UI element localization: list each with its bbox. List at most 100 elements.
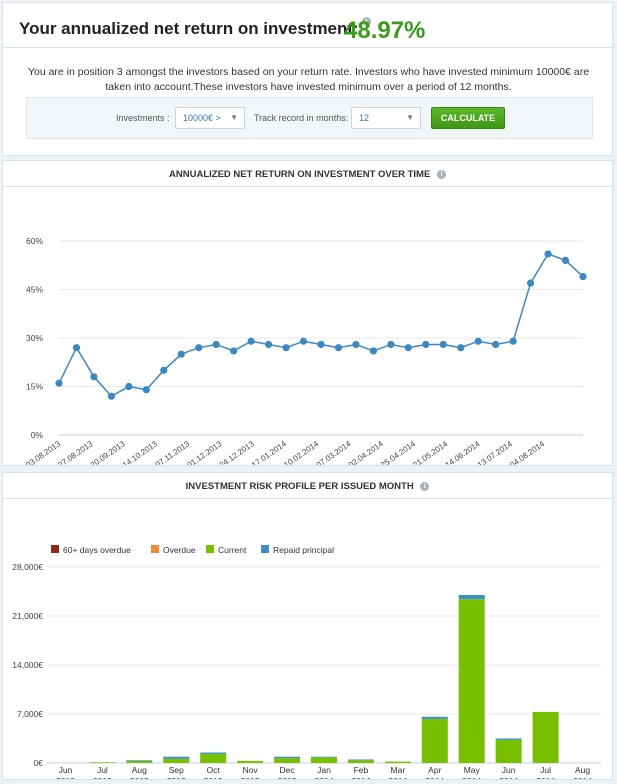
bar-segment <box>347 759 374 761</box>
roi-summary-panel: Your annualized net return on investment… <box>2 2 613 156</box>
x-tick-month: Nov <box>243 765 259 775</box>
y-tick-label: 15% <box>26 382 43 392</box>
x-tick-year: 2013 <box>241 776 260 779</box>
bar-segment <box>274 758 301 763</box>
x-tick-year: 2013 <box>56 776 75 779</box>
bar-chart: 60+ days overdue Overdue Current Repaid pri… <box>12 545 601 784</box>
x-tick-year: 2013 <box>278 776 297 779</box>
y-tick-label: 0€ <box>34 758 44 768</box>
bar-segment <box>274 756 301 759</box>
data-point <box>55 379 63 387</box>
bar-segment <box>311 757 337 763</box>
y-tick-label: 14,000€ <box>12 660 43 670</box>
investments-select-value: 10000€ > <box>183 113 221 123</box>
data-point <box>509 337 517 345</box>
y-tick-label: 28,000€ <box>12 562 43 572</box>
bar-segment <box>126 760 153 763</box>
x-tick-month: Aug <box>132 765 147 775</box>
data-point <box>527 279 535 287</box>
x-tick-year: 2014 <box>315 776 334 779</box>
data-point <box>195 344 203 352</box>
track-record-label: Track record in months: <box>254 113 349 123</box>
data-point <box>247 337 255 345</box>
roi-row: Your annualized net return on investment… <box>3 3 612 48</box>
bar-segment <box>458 599 485 763</box>
bar-segment <box>163 758 190 763</box>
y-tick-label: 30% <box>26 333 43 343</box>
position-description: You are in position 3 amongst the invest… <box>27 66 590 93</box>
bar-segment <box>347 760 374 763</box>
bar-segment <box>421 718 448 763</box>
data-point <box>90 373 98 381</box>
x-tick-year: 2014 <box>388 776 407 779</box>
x-tick-year: 2013 <box>167 776 186 779</box>
data-point <box>387 340 395 349</box>
x-tick-month: Sep <box>169 765 184 775</box>
y-tick-label: 21,000€ <box>12 611 43 621</box>
legend-swatch <box>261 545 269 553</box>
x-tick-month: Aug <box>575 765 590 775</box>
data-point <box>492 340 500 349</box>
return-over-time-panel: ANNUALIZED NET RETURN ON INVESTMENT OVER… <box>2 160 613 470</box>
investments-label: Investments : <box>116 113 170 123</box>
data-point <box>177 350 185 358</box>
bar-segment <box>163 756 190 759</box>
data-point <box>107 392 115 400</box>
x-tick-year: 2013 <box>130 776 149 779</box>
info-icon[interactable]: i <box>420 481 430 491</box>
x-tick-month: Dec <box>280 765 296 775</box>
track-record-select-value: 12 <box>359 113 370 123</box>
data-point <box>72 344 81 352</box>
x-tick-label: 04.08.2014 <box>508 439 546 465</box>
x-tick-month: Jul <box>540 765 551 775</box>
line-chart-title: ANNUALIZED NET RETURN ON INVESTMENT OVER… <box>169 169 431 180</box>
bar-segment <box>200 753 227 763</box>
bar-segment <box>311 756 337 758</box>
bar-segment <box>126 760 153 761</box>
x-tick-month: Apr <box>428 765 441 775</box>
y-tick-label: 60% <box>26 236 43 246</box>
data-point <box>265 340 273 349</box>
data-point <box>457 344 465 352</box>
data-point <box>282 344 290 352</box>
bar-segment <box>384 761 411 763</box>
risk-profile-panel: INVESTMENT RISK PROFILE PER ISSUED MONTH… <box>2 472 613 784</box>
x-tick-month: Jul <box>97 765 108 775</box>
x-tick-year: 2013 <box>204 776 223 779</box>
line-chart-title-bar: ANNUALIZED NET RETURN ON INVESTMENT OVER… <box>3 161 612 187</box>
data-point <box>334 344 343 352</box>
data-point <box>160 366 168 374</box>
data-point <box>299 337 308 345</box>
x-tick-year: 2014 <box>536 776 555 779</box>
bar-segment <box>495 739 522 763</box>
legend-label: Current <box>218 545 247 555</box>
bar-segment <box>458 595 485 600</box>
investments-select[interactable]: 10000€ > ▼ <box>175 107 245 129</box>
legend-swatch <box>51 545 59 553</box>
bar-segment <box>89 762 116 763</box>
data-point <box>404 344 412 352</box>
info-icon[interactable]: i <box>436 169 446 179</box>
y-tick-label: 0% <box>31 430 44 440</box>
info-icon[interactable]: i <box>361 17 371 26</box>
bar-segment <box>495 738 522 740</box>
legend-label: 60+ days overdue <box>63 545 131 555</box>
x-tick-month: Oct <box>207 765 221 775</box>
data-point <box>212 340 220 349</box>
bar-chart-title-bar: INVESTMENT RISK PROFILE PER ISSUED MONTH… <box>3 473 612 499</box>
x-tick-month: Feb <box>354 765 369 775</box>
chevron-down-icon: ▼ <box>406 113 414 122</box>
x-tick-year: 2014 <box>351 776 370 779</box>
calculate-button[interactable]: CALCULATE <box>431 107 505 129</box>
data-point <box>439 340 447 349</box>
x-tick-month: May <box>464 765 481 775</box>
bar-segment <box>532 711 559 763</box>
track-record-select[interactable]: 12 ▼ <box>351 107 421 129</box>
data-point <box>142 386 150 394</box>
data-point <box>579 272 587 281</box>
x-tick-year: 2013 <box>93 776 112 779</box>
data-point <box>125 382 133 391</box>
x-tick-year: 2014 <box>573 776 592 779</box>
x-tick-month: Jun <box>59 765 73 775</box>
x-tick-year: 2014 <box>462 776 481 779</box>
